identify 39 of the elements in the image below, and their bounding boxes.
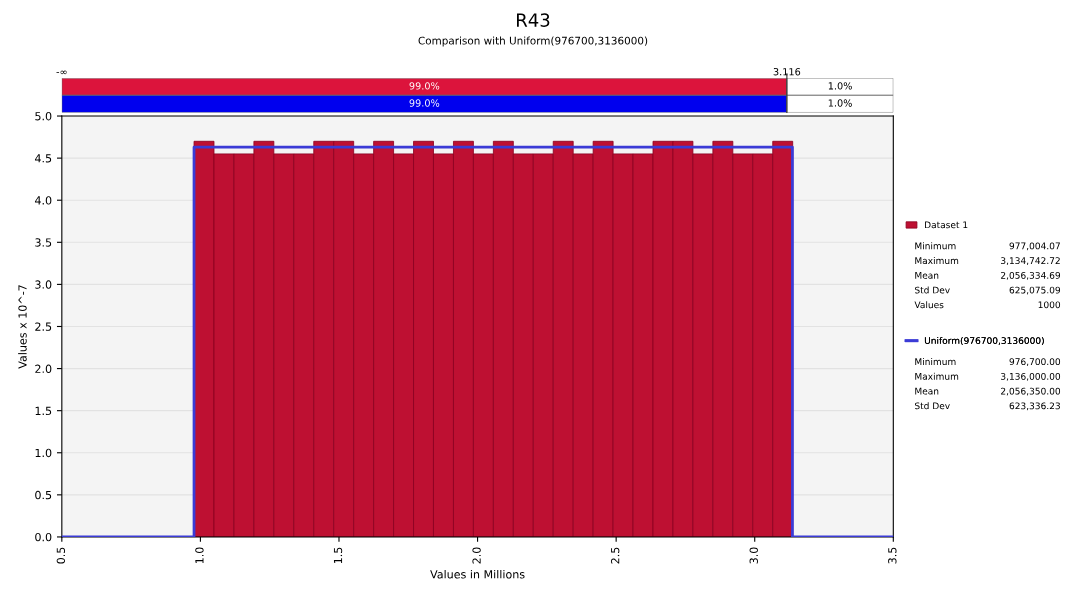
x-tick-label: 3.0	[749, 547, 758, 564]
y-tick-label: 0.5	[35, 490, 52, 500]
y-tick-label: 5.0	[35, 112, 52, 121]
y-tick-label: 0.0	[35, 532, 52, 542]
y-tick-label: 2.5	[35, 322, 52, 331]
x-tick-label: 2.0	[472, 547, 481, 564]
legend-label: Dataset 1	[925, 221, 968, 229]
text: Mean 2,056,334.69	[915, 271, 1061, 280]
text: 1.0%	[828, 82, 852, 90]
y-tick-label: 4.0	[34, 196, 52, 205]
text: Maximum 3,134,742.72	[915, 257, 1060, 265]
y-tick-label: 1.5	[35, 406, 52, 416]
text: Maximum 3,136,000.00	[915, 372, 1061, 381]
y-tick-label: 4.5	[34, 154, 52, 163]
x-axis-title: Values in Millions	[430, 569, 525, 579]
text: Minimum 976,700.00	[915, 358, 1061, 366]
chart-title: R43	[517, 13, 550, 27]
y-tick-label: 1.0	[35, 448, 52, 458]
text: Values 1000	[914, 301, 1061, 309]
text: 99.0%	[409, 82, 440, 90]
y-tick-label: 3.0	[35, 280, 52, 289]
text: Std Dev 623,336.23	[915, 402, 1060, 411]
x-tick-label: 3.5	[888, 547, 897, 564]
legend-label: Uniform(976700,3136000)	[924, 337, 1044, 346]
x-tick-label: 0.5	[56, 547, 66, 564]
y-tick-label: 3.5	[35, 238, 52, 247]
chart-subtitle: Comparison with Uniform(976700,3136000)	[418, 36, 648, 47]
x-tick-label: 2.5	[610, 547, 620, 564]
text: Minimum 977,004.07	[915, 242, 1060, 251]
y-tick-label: 2.0	[35, 364, 52, 373]
x-tick-label: 1.0	[195, 547, 204, 564]
text: Std Dev 625,075.09	[915, 286, 1061, 295]
x-tick-label: 1.5	[333, 547, 343, 564]
text: 99.0%	[409, 99, 440, 107]
y-axis-title: Values x 10^-7	[18, 285, 27, 369]
text: Mean 2,056,350.00	[915, 387, 1061, 396]
text: -∞	[56, 70, 67, 75]
text: 1.0%	[828, 99, 852, 107]
text: 3.116	[773, 68, 801, 76]
